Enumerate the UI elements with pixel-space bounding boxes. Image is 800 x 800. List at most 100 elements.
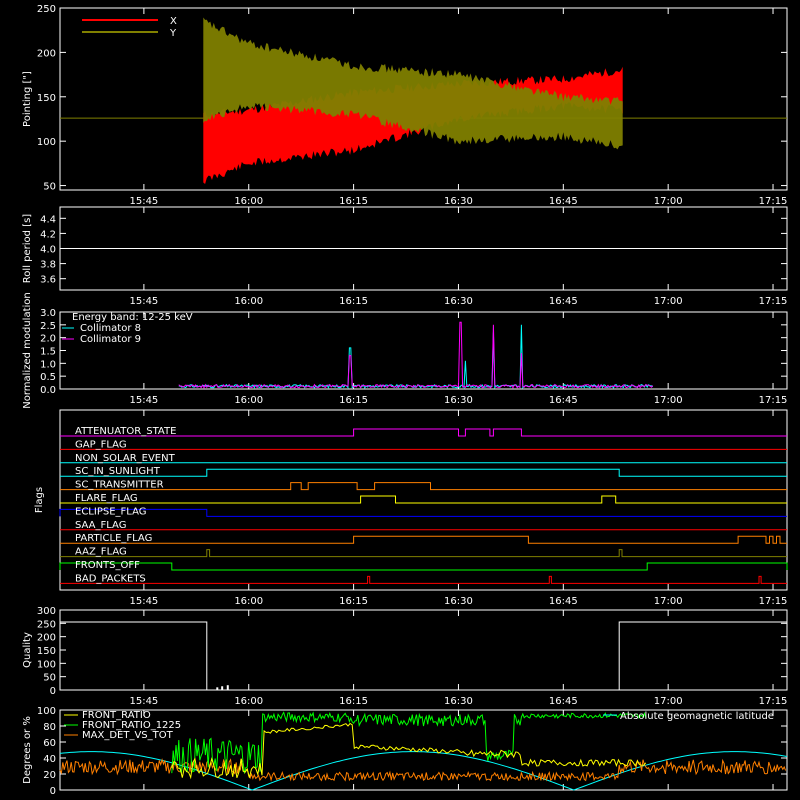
- x-tick-label: 15:45: [129, 696, 158, 707]
- legend-label-collimator-8: Collimator 8: [80, 323, 141, 334]
- y-tick-label: 100: [37, 706, 56, 717]
- x-tick-label: 16:45: [549, 395, 578, 406]
- x-tick-label: 16:00: [234, 696, 263, 707]
- x-tick-label: 16:00: [234, 596, 263, 607]
- x-tick-label: 16:15: [339, 296, 368, 307]
- flag-label-saa-flag: SAA_FLAG: [75, 520, 126, 531]
- y-tick-label: 3.8: [40, 260, 56, 271]
- legend-label-max-det-vs-tot: MAX_DET_VS_TOT: [82, 730, 174, 741]
- x-tick-label: 16:30: [444, 596, 473, 607]
- legend-label-y: Y: [169, 28, 177, 39]
- legend-label-collimator-9: Collimator 9: [80, 334, 141, 345]
- x-tick-label: 16:00: [234, 395, 263, 406]
- quality-line: [60, 621, 787, 691]
- modulation-series-8: [178, 324, 654, 389]
- flag-label-bad-packets: BAD_PACKETS: [75, 573, 146, 584]
- flag-line-sc-in-sunlight: [60, 468, 787, 477]
- x-tick-label: 17:15: [759, 696, 788, 707]
- legend-label-x: X: [170, 16, 177, 27]
- x-tick-label: 16:45: [549, 296, 578, 307]
- x-tick-label: 17:15: [759, 296, 788, 307]
- x-tick-label: 17:15: [759, 196, 788, 207]
- front-ratio-1225-line: [171, 711, 647, 774]
- x-tick-label: 16:45: [549, 196, 578, 207]
- x-tick-label: 17:00: [654, 596, 683, 607]
- y-tick-label: 4.2: [40, 229, 56, 240]
- flag-label-sc-transmitter: SC_TRANSMITTER: [75, 480, 164, 491]
- x-tick-label: 17:00: [654, 395, 683, 406]
- y-tick-label: 0.0: [40, 385, 56, 396]
- x-tick-label: 15:45: [129, 196, 158, 207]
- x-tick-label: 16:00: [234, 196, 263, 207]
- y-tick-label: 200: [37, 633, 56, 644]
- x-tick-label: 16:15: [339, 596, 368, 607]
- y-tick-label: 4.4: [40, 214, 56, 225]
- flags-frame: [59, 409, 788, 591]
- legend-label-latitude: Absolute geomagnetic latitude: [620, 711, 774, 722]
- ratios-frame: [59, 709, 788, 791]
- legend-label-front-ratio: FRONT_RATIO: [82, 710, 151, 721]
- flag-line-particle-flag: [60, 535, 787, 544]
- flag-label-sc-in-sunlight: SC_IN_SUNLIGHT: [75, 466, 161, 477]
- flag-line-aaz-flag: [60, 549, 787, 558]
- y-tick-label: 200: [37, 48, 56, 59]
- x-tick-label: 15:45: [129, 596, 158, 607]
- x-tick-label: 15:45: [129, 395, 158, 406]
- y-axis-label: Flags: [34, 487, 45, 513]
- y-tick-label: 250: [37, 4, 56, 15]
- y-tick-label: 50: [43, 673, 56, 684]
- flag-label-particle-flag: PARTICLE_FLAG: [75, 533, 152, 544]
- y-tick-label: 100: [37, 137, 56, 148]
- y-tick-label: 2.5: [40, 321, 56, 332]
- pointing-frame: [59, 7, 788, 191]
- flag-line-bad-packets: [60, 575, 787, 584]
- x-tick-label: 16:45: [549, 596, 578, 607]
- y-axis-label: Pointing ["]: [22, 71, 33, 127]
- y-axis-label: Quality: [22, 632, 33, 668]
- y-tick-label: 1.5: [40, 347, 56, 358]
- x-tick-label: 16:30: [444, 196, 473, 207]
- flag-label-flare-flag: FLARE_FLAG: [75, 493, 138, 504]
- x-tick-label: 16:00: [234, 296, 263, 307]
- x-tick-label: 17:15: [759, 596, 788, 607]
- y-tick-label: 20: [43, 770, 56, 781]
- y-tick-label: 250: [37, 619, 56, 630]
- series-y-band: [203, 17, 623, 150]
- flag-line-fronts-off: [59, 562, 788, 571]
- x-tick-label: 16:30: [444, 296, 473, 307]
- x-tick-label: 17:00: [654, 696, 683, 707]
- flag-line-eclipse-flag: [59, 508, 787, 517]
- y-tick-label: 150: [37, 646, 56, 657]
- modulation-series-9: [178, 321, 654, 389]
- x-tick-label: 17:00: [654, 196, 683, 207]
- x-tick-label: 15:45: [129, 296, 158, 307]
- x-tick-label: 16:15: [339, 196, 368, 207]
- y-tick-label: 40: [43, 754, 56, 765]
- latitude-line: [59, 751, 788, 791]
- front-ratio-line: [171, 722, 647, 780]
- y-axis-label: Degrees or %: [22, 716, 33, 784]
- y-axis-label: Roll period [s]: [22, 214, 33, 283]
- x-tick-label: 16:30: [444, 395, 473, 406]
- y-tick-label: 60: [43, 738, 56, 749]
- y-tick-label: 2.0: [40, 334, 56, 345]
- flag-line-attenuator-state: [60, 428, 787, 437]
- y-tick-label: 3.6: [40, 275, 56, 286]
- flag-label-eclipse-flag: ECLIPSE_FLAG: [75, 506, 146, 517]
- flag-label-non-solar-event: NON_SOLAR_EVENT: [75, 453, 176, 464]
- y-tick-label: 150: [37, 93, 56, 104]
- legend-label-front-ratio-1225: FRONT_RATIO_1225: [82, 720, 181, 731]
- x-tick-label: 17:00: [654, 296, 683, 307]
- max-det-vs-tot-line: [59, 758, 787, 782]
- y-tick-label: 100: [37, 659, 56, 670]
- y-tick-label: 300: [37, 606, 56, 617]
- y-tick-label: 0: [50, 686, 56, 697]
- x-tick-label: 16:15: [339, 395, 368, 406]
- y-tick-label: 1.0: [40, 359, 56, 370]
- y-tick-label: 0.5: [40, 372, 56, 383]
- flag-label-gap-flag: GAP_FLAG: [75, 439, 127, 450]
- modulation-legend-title: Energy band: 12-25 keV: [72, 312, 193, 323]
- flag-line-sc-transmitter: [60, 482, 787, 491]
